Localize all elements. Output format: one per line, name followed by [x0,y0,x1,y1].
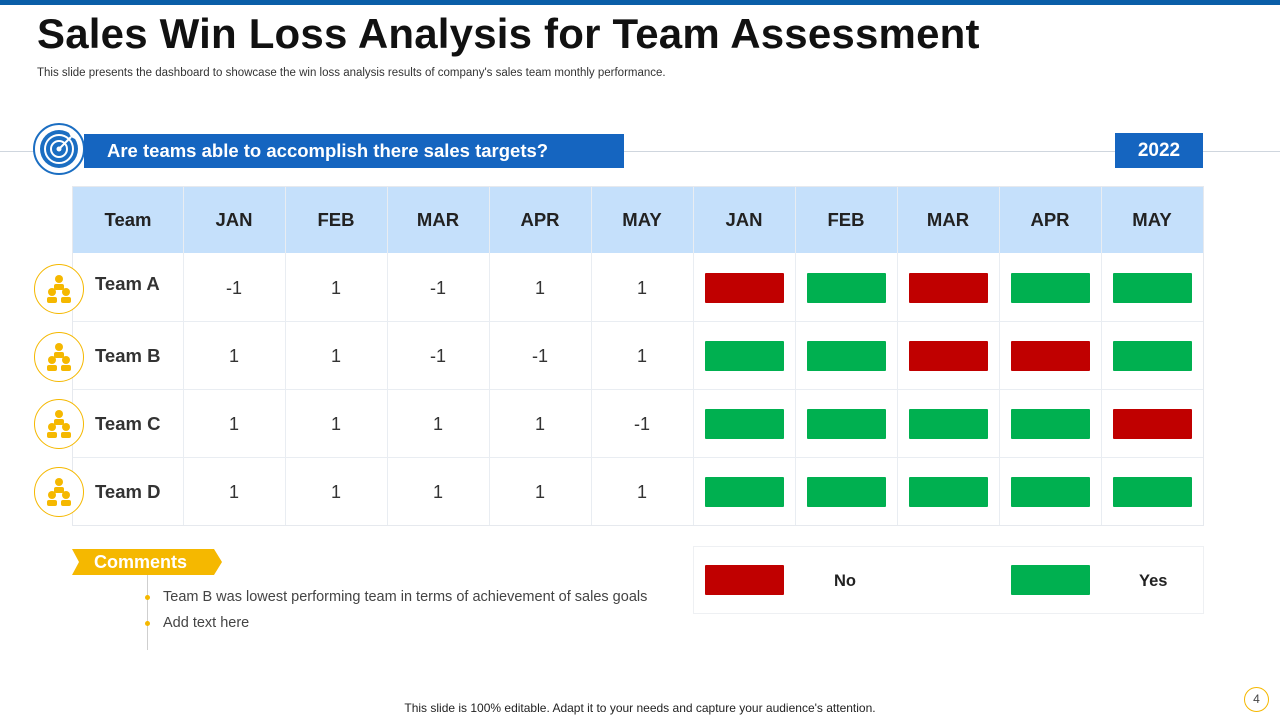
header-status-month: APR [1030,209,1070,230]
status-yes-box [705,477,784,507]
page-title: Sales Win Loss Analysis for Team Assessm… [37,10,980,57]
value-cell: -1 [633,414,650,434]
top-accent-bar [0,0,1280,5]
legend-yes-swatch [1011,565,1090,595]
header-value-month: MAY [622,209,662,230]
value-cell: -1 [429,278,446,298]
status-yes-box [807,409,886,439]
comments-label: Comments [94,552,188,572]
status-yes-box [1011,477,1090,507]
header-value-month: FEB [317,209,355,230]
comment-bullet [145,595,150,600]
question-banner: Are teams able to accomplish there sales… [84,134,624,168]
value-cell: -1 [429,346,446,366]
status-yes-box [807,273,886,303]
team-group-icon [34,332,84,382]
value-cell: 1 [636,278,647,298]
header-status-month: FEB [827,209,865,230]
header-status-month: MAR [926,209,970,230]
status-yes-box [1113,273,1192,303]
value-cell: 1 [534,278,545,298]
legend-no-label: No [834,572,856,590]
value-cell: 1 [330,278,341,298]
comment-item: Team B was lowest performing team in ter… [163,589,648,605]
footer-note: This slide is 100% editable. Adapt it to… [404,701,876,715]
value-cell: 1 [228,346,239,366]
row-divider [73,389,1203,390]
status-yes-box [807,477,886,507]
target-icon [33,123,85,175]
team-name: Team B [95,345,161,366]
header-value-month: APR [520,209,560,230]
value-cell: 1 [228,482,239,502]
column-divider [795,187,796,525]
status-no-box [1113,409,1192,439]
value-cell: 1 [330,346,341,366]
team-name: Team C [95,413,161,434]
comment-guide-line [147,575,148,650]
column-divider [591,187,592,525]
comment-item: Add text here [163,615,250,631]
column-divider [693,187,694,525]
header-divider [0,151,1280,152]
status-yes-box [1011,273,1090,303]
column-divider [1101,187,1102,525]
status-yes-box [807,341,886,371]
header-status-month: JAN [725,209,763,230]
status-no-box [909,341,988,371]
value-cell: 1 [228,414,239,434]
team-group-icon [34,264,84,314]
comment-bullet [145,621,150,626]
column-divider [183,187,184,525]
value-cell: 1 [636,482,647,502]
legend-no-swatch [705,565,784,595]
status-no-box [1011,341,1090,371]
column-divider [387,187,388,525]
value-cell: -1 [531,346,548,366]
team-name: Team D [95,481,161,502]
column-divider [489,187,490,525]
team-group-icon [34,399,84,449]
value-cell: 1 [534,482,545,502]
status-yes-box [909,477,988,507]
status-no-box [705,273,784,303]
table-header-row: Team JAN FEB MAR APR MAY JAN FEB MAR APR… [73,187,1203,253]
status-yes-box [909,409,988,439]
year-badge: 2022 [1115,133,1203,168]
legend-yes-label: Yes [1139,572,1168,590]
status-yes-box [705,341,784,371]
status-no-box [909,273,988,303]
status-yes-box [705,409,784,439]
legend: No Yes [693,546,1204,614]
value-cell: 1 [330,482,341,502]
team-group-icon [34,467,84,517]
value-cell: 1 [636,346,647,366]
win-loss-table: Team JAN FEB MAR APR MAY JAN FEB MAR APR… [72,186,1204,526]
row-divider [73,321,1203,322]
value-cell: 1 [432,414,443,434]
page-subtitle: This slide presents the dashboard to sho… [37,67,666,79]
column-divider [897,187,898,525]
value-cell: 1 [534,414,545,434]
header-value-month: JAN [215,209,253,230]
column-divider [285,187,286,525]
status-yes-box [1011,409,1090,439]
header-status-month: MAY [1132,209,1172,230]
comments-tag: Comments [72,549,222,575]
value-cell: 1 [432,482,443,502]
column-divider [999,187,1000,525]
team-name: Team A [95,273,160,294]
value-cell: -1 [225,278,242,298]
value-cell: 1 [330,414,341,434]
header-team: Team [104,209,152,230]
page-number: 4 [1244,687,1269,712]
row-divider [73,457,1203,458]
status-yes-box [1113,341,1192,371]
status-yes-box [1113,477,1192,507]
header-value-month: MAR [416,209,460,230]
